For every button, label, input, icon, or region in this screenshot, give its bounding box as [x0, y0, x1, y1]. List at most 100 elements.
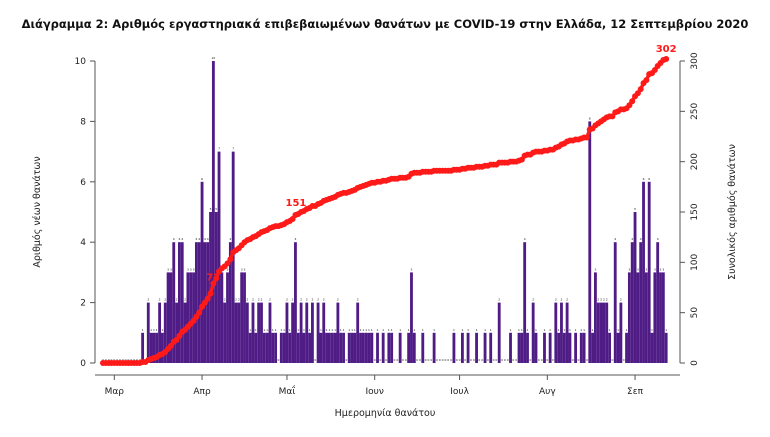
bar-value-label: 2	[532, 298, 534, 302]
bar-value-label: 1	[399, 328, 401, 332]
bar-value-label: 4	[198, 237, 200, 241]
bar	[319, 332, 323, 363]
bar	[166, 272, 170, 363]
bar-value-label: 1	[518, 328, 520, 332]
bar-value-labels: 0000000000000010211121233424423334464451…	[102, 56, 667, 362]
bar-value-label: 1	[521, 328, 523, 332]
bar-value-label: 1	[348, 328, 350, 332]
y2-tick-label: 150	[690, 203, 700, 220]
bar	[177, 242, 181, 363]
bar	[421, 332, 425, 363]
bar-value-label: 0	[495, 358, 497, 362]
bar-value-label: 3	[645, 267, 647, 271]
bar-value-label: 0	[481, 358, 483, 362]
bar	[562, 332, 566, 363]
bar-value-label: 3	[628, 267, 630, 271]
bar	[274, 332, 278, 363]
bar-value-label: 0	[501, 358, 503, 362]
bar	[316, 302, 320, 363]
bar-value-label: 0	[436, 358, 438, 362]
bar	[356, 302, 360, 363]
bar-value-label: 0	[122, 358, 124, 362]
bar	[387, 332, 391, 363]
bar-value-label: 1	[453, 328, 455, 332]
bar-value-label: 0	[379, 358, 381, 362]
bar-value-label: 0	[314, 358, 316, 362]
bar	[163, 302, 167, 363]
bar	[619, 302, 623, 363]
bar	[172, 242, 176, 363]
bar-value-label: 0	[128, 358, 130, 362]
bar	[146, 302, 150, 363]
bar	[602, 302, 606, 363]
bar-value-label: 2	[261, 298, 263, 302]
y-axis-label: Αριθμός νέων θανάτων	[32, 156, 43, 267]
bar-value-label: 0	[130, 358, 132, 362]
bar-value-label: 2	[317, 298, 319, 302]
x-tick-label: Απρ	[193, 387, 211, 397]
cumulative-point	[629, 98, 636, 105]
bar-value-label: 0	[586, 358, 588, 362]
bar-value-label: 0	[538, 358, 540, 362]
bar	[497, 302, 501, 363]
bar	[509, 332, 512, 363]
bar-value-label: 1	[326, 328, 328, 332]
y-tick-label: 6	[80, 178, 86, 188]
x-tick-label: Μαΐ	[279, 385, 296, 397]
bar-value-label: 0	[113, 358, 115, 362]
bar-value-label: 1	[490, 328, 492, 332]
bar	[534, 332, 538, 363]
bar	[560, 302, 563, 363]
cumulative-point	[196, 309, 203, 316]
bar-value-label: 1	[360, 328, 362, 332]
bar-value-label: 1	[476, 328, 478, 332]
bar	[161, 332, 164, 363]
bar	[299, 302, 303, 363]
annotation-label: 77	[206, 272, 220, 283]
bar-value-label: 1	[150, 328, 152, 332]
bar	[364, 332, 368, 363]
bar	[325, 332, 328, 363]
bar-value-label: 1	[583, 328, 585, 332]
y-tick-label: 8	[80, 117, 86, 127]
bar-value-label: 0	[504, 358, 506, 362]
bar	[183, 302, 187, 363]
bar-value-label: 4	[631, 237, 633, 241]
bar	[616, 332, 620, 363]
bar-value-label: 0	[552, 358, 554, 362]
bar	[226, 272, 229, 363]
bar-value-label: 1	[408, 328, 410, 332]
bar-value-label: 0	[478, 358, 480, 362]
annotation-label: 151	[285, 198, 306, 209]
bar	[330, 332, 334, 363]
bar	[627, 272, 631, 363]
bar	[155, 332, 159, 363]
bar	[180, 242, 184, 363]
bar	[460, 332, 464, 363]
cumulative-point	[207, 290, 214, 297]
bar	[523, 242, 527, 363]
bar	[633, 212, 637, 363]
cumulative-point	[204, 295, 211, 302]
bar-value-label: 2	[337, 298, 339, 302]
bar-value-label: 3	[637, 267, 639, 271]
bar	[659, 272, 662, 363]
y2-tick-label: 100	[690, 253, 700, 270]
bar	[271, 332, 275, 363]
bar	[339, 332, 343, 363]
bar-value-label: 1	[527, 328, 529, 332]
bar-value-label: 3	[170, 267, 172, 271]
bar	[214, 212, 218, 363]
bar-value-label: 0	[546, 358, 548, 362]
bar-value-label: 8	[589, 116, 591, 120]
bar-value-label: 2	[147, 298, 149, 302]
bar-value-label: 4	[173, 237, 175, 241]
bar-value-label: 2	[258, 298, 260, 302]
bar-value-label: 4	[181, 237, 183, 241]
bar	[186, 272, 190, 363]
y2-tick-label: 300	[690, 52, 700, 69]
bar-value-label: 3	[662, 267, 664, 271]
bar-value-label: 1	[365, 328, 367, 332]
bar	[228, 242, 232, 363]
